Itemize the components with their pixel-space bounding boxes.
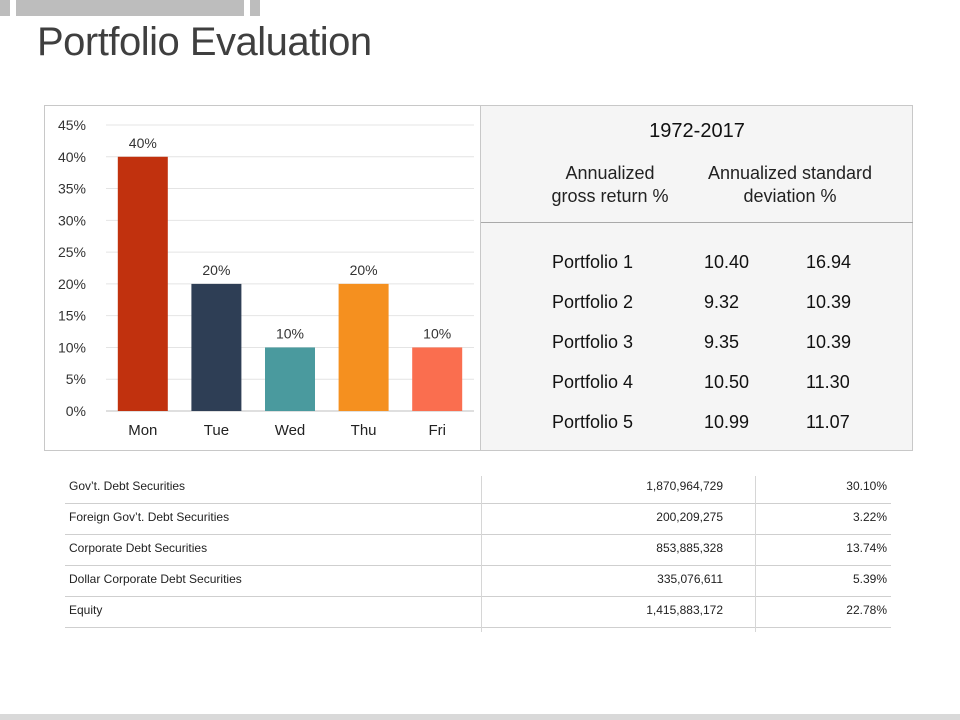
portfolio-deviation: 10.39 xyxy=(806,332,852,352)
bar-tue xyxy=(191,283,242,411)
portfolio-return: 10.50 xyxy=(704,372,750,392)
y-tick-label: 0% xyxy=(66,403,86,419)
holding-amount: 200,209,275 xyxy=(656,510,723,524)
col-head-std-dev-line1: Annualized standard xyxy=(707,163,873,183)
data-label: 10% xyxy=(276,325,304,341)
x-tick-label: Fri xyxy=(428,422,446,439)
panel-vertical-divider xyxy=(480,105,481,451)
portfolio-name: Portfolio 4 xyxy=(552,372,634,392)
holding-name: Corporate Debt Securities xyxy=(69,541,208,555)
holding-amount: 1,415,883,172 xyxy=(646,603,723,617)
panel-horizontal-divider xyxy=(481,222,913,223)
holding-percent: 30.10% xyxy=(846,479,887,493)
y-tick-label: 30% xyxy=(58,212,86,228)
portfolio-deviation: 11.07 xyxy=(806,412,850,432)
holding-percent: 5.39% xyxy=(852,572,887,586)
bar-chart: 0% 5% 10% 15% 20% 25% 30% 35% 40% 45% 40% Mon 20% Tue… xyxy=(45,106,480,450)
holding-name: Equity xyxy=(69,603,103,617)
y-tick-label: 25% xyxy=(58,244,86,260)
table-row: Gov’t. Debt Securities 1,870,964,729 30.… xyxy=(65,473,891,504)
portfolio-name: Portfolio 2 xyxy=(552,292,634,312)
portfolio-deviation: 10.39 xyxy=(806,292,852,312)
holding-percent: 13.74% xyxy=(846,541,887,555)
period-label: 1972-2017 xyxy=(649,120,745,142)
portfolio-return: 9.35 xyxy=(704,332,740,352)
data-label: 10% xyxy=(423,325,451,341)
col-head-gross-return-line1: Annualized xyxy=(565,163,655,183)
page-title: Portfolio Evaluation xyxy=(37,20,372,64)
y-tick-label: 40% xyxy=(58,149,86,165)
table-column-divider-2 xyxy=(755,476,756,632)
table-column-divider-1 xyxy=(481,476,482,632)
y-tick-label: 5% xyxy=(66,371,86,387)
col-head-std-dev-line2: deviation % xyxy=(743,186,837,206)
portfolio-deviation: 11.30 xyxy=(806,372,850,392)
holdings-table: Gov’t. Debt Securities 1,870,964,729 30.… xyxy=(65,473,891,628)
holding-name: Gov’t. Debt Securities xyxy=(69,479,186,493)
bar-mon xyxy=(117,156,168,411)
bar-wed xyxy=(265,347,315,411)
holding-amount: 335,076,611 xyxy=(657,572,723,586)
col-head-std-dev: Annualized standard deviation % xyxy=(695,162,885,208)
x-tick-label: Thu xyxy=(351,422,377,439)
holding-name: Foreign Gov’t. Debt Securities xyxy=(69,510,230,524)
col-head-gross-return-line2: gross return % xyxy=(551,186,669,206)
bar-thu xyxy=(338,283,389,411)
portfolio-name: Portfolio 1 xyxy=(552,252,634,272)
y-tick-label: 45% xyxy=(58,117,86,133)
data-label: 40% xyxy=(129,135,157,151)
y-tick-label: 20% xyxy=(58,276,86,292)
portfolio-return: 10.99 xyxy=(704,412,750,432)
table-row: Foreign Gov’t. Debt Securities 200,209,2… xyxy=(65,504,891,535)
x-tick-label: Mon xyxy=(128,422,157,439)
col-head-gross-return: Annualized gross return % xyxy=(535,162,685,208)
table-row: Corporate Debt Securities 853,885,328 13… xyxy=(65,535,891,566)
portfolio-deviation: 16.94 xyxy=(806,252,852,272)
table-row: Dollar Corporate Debt Securities 335,076… xyxy=(65,566,891,597)
chart-plot-background xyxy=(45,106,480,450)
holding-percent: 3.22% xyxy=(852,510,887,524)
holding-name: Dollar Corporate Debt Securities xyxy=(69,572,242,586)
portfolio-return: 9.32 xyxy=(704,292,740,312)
y-tick-label: 10% xyxy=(58,339,86,355)
x-tick-label: Tue xyxy=(204,422,229,439)
holding-percent: 22.78% xyxy=(846,603,887,617)
portfolio-name: Portfolio 5 xyxy=(552,412,634,432)
bar-fri xyxy=(412,347,463,411)
portfolio-name: Portfolio 3 xyxy=(552,332,634,352)
holding-amount: 853,885,328 xyxy=(656,541,723,555)
top-accent-bar-2 xyxy=(16,0,244,16)
portfolio-return: 10.40 xyxy=(704,252,750,272)
data-label: 20% xyxy=(202,262,230,278)
data-label: 20% xyxy=(350,262,378,278)
y-tick-label: 35% xyxy=(58,181,86,197)
y-tick-label: 15% xyxy=(58,308,86,324)
x-tick-label: Wed xyxy=(275,422,306,439)
bottom-accent-bar xyxy=(0,714,960,720)
top-accent-bar-1 xyxy=(0,0,10,16)
holding-amount: 1,870,964,729 xyxy=(646,479,723,493)
table-row: Equity 1,415,883,172 22.78% xyxy=(65,597,891,628)
top-accent-bar-3 xyxy=(250,0,260,16)
